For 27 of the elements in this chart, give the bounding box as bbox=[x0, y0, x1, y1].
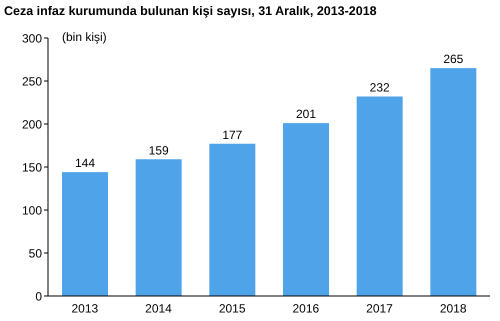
bar bbox=[282, 123, 329, 296]
y-axis-title: (bin kişi) bbox=[62, 30, 107, 44]
y-tick-label: 50 bbox=[28, 246, 42, 260]
y-tick-label: 150 bbox=[22, 160, 42, 174]
data-label: 201 bbox=[296, 107, 316, 122]
chart-title: Ceza infaz kurumunda bulunan kişi sayısı, 31 Aralık, 2013-2018 bbox=[4, 4, 377, 18]
x-tick-label: 2017 bbox=[366, 302, 394, 316]
data-label: 144 bbox=[74, 156, 96, 170]
x-tick-label: 2015 bbox=[218, 302, 246, 316]
bar bbox=[209, 144, 256, 296]
bar bbox=[430, 68, 476, 296]
data-label: 232 bbox=[370, 80, 390, 94]
y-tick-label: 100 bbox=[22, 203, 42, 218]
y-tick-label: 0 bbox=[35, 289, 42, 304]
x-tick-label: 2018 bbox=[440, 302, 467, 316]
bar bbox=[356, 96, 403, 296]
bar bbox=[136, 159, 182, 296]
x-tick-label: 2016 bbox=[292, 302, 320, 316]
data-label: 265 bbox=[443, 52, 464, 66]
y-tick-label: 200 bbox=[22, 117, 42, 132]
bar bbox=[62, 172, 108, 296]
y-tick-label: 300 bbox=[22, 31, 42, 46]
data-label: 177 bbox=[222, 128, 243, 142]
data-label: 159 bbox=[148, 143, 169, 158]
x-tick-label: 2013 bbox=[71, 302, 99, 316]
x-tick-label: 2014 bbox=[145, 302, 172, 316]
y-tick-label: 250 bbox=[22, 74, 42, 88]
